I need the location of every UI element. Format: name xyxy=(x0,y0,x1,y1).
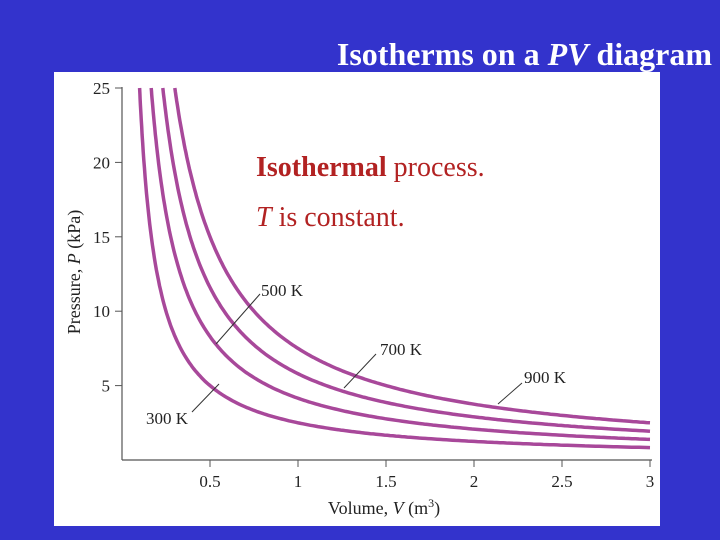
y-tick-label: 15 xyxy=(93,228,110,247)
ticks: 0.5 1 1.5 2 2.5 3 5 10 15 20 25 xyxy=(93,79,654,491)
x-title-close: ) xyxy=(434,498,440,519)
isotherm-curve-500k xyxy=(149,87,651,442)
x-title-variable: V xyxy=(393,498,406,518)
x-axis-title: Volume, V (m3) xyxy=(328,496,440,519)
series-label-300k: 300 K xyxy=(146,409,189,428)
isotherm-curve-700k xyxy=(161,87,651,433)
series-labels: 300 K 500 K 700 K 900 K xyxy=(146,281,567,428)
series-label-900k: 900 K xyxy=(524,368,567,387)
x-tick-label: 1 xyxy=(294,472,303,491)
annotation-line1: Isothermal process. xyxy=(256,152,485,183)
plot-panel: 0.5 1 1.5 2 2.5 3 5 10 15 20 25 300 K 500 K 700 K … xyxy=(54,72,660,526)
curves xyxy=(137,87,651,450)
x-title-prefix: Volume, xyxy=(328,498,393,518)
leader-700k xyxy=(343,353,377,389)
axis-titles: Volume, V (m3) Pressure, P (kPa) xyxy=(64,210,440,519)
label-leaders xyxy=(191,293,523,413)
x-tick-label: 2 xyxy=(470,472,479,491)
y-tick-label: 25 xyxy=(93,79,110,98)
series-label-500k: 500 K xyxy=(261,281,304,300)
title-prefix: Isotherms on a xyxy=(336,36,548,72)
annotation-text: Isothermal process. T is constant. xyxy=(256,152,485,233)
isotherm-curve-900k xyxy=(173,87,651,425)
y-title-unit: (kPa) xyxy=(64,210,85,254)
annotation-is-constant: is constant. xyxy=(279,202,405,233)
x-tick-label: 2.5 xyxy=(551,472,572,491)
annotation-line2: T is constant. xyxy=(256,202,405,233)
y-title-variable: P xyxy=(64,253,84,265)
x-tick-label: 1.5 xyxy=(375,472,396,491)
y-tick-label: 5 xyxy=(102,377,111,396)
isotherm-chart: 0.5 1 1.5 2 2.5 3 5 10 15 20 25 300 K 500 K 700 K … xyxy=(64,79,654,519)
y-title-prefix: Pressure, xyxy=(64,264,84,334)
leader-300k xyxy=(191,383,220,413)
y-tick-label: 10 xyxy=(93,302,110,321)
series-label-700k: 700 K xyxy=(380,340,423,359)
y-tick-label: 20 xyxy=(93,153,110,172)
annotation-isothermal: Isothermal xyxy=(256,152,387,183)
title-suffix: diagram xyxy=(588,36,712,72)
x-tick-label: 0.5 xyxy=(199,472,220,491)
x-tick-label: 3 xyxy=(646,472,655,491)
isotherm-curve-300k xyxy=(137,87,651,450)
x-title-unit: (m xyxy=(404,498,429,519)
x-title-exponent: 3 xyxy=(428,496,434,510)
annotation-t-variable: T xyxy=(256,202,274,233)
annotation-process: process. xyxy=(394,152,485,183)
y-axis-title: Pressure, P (kPa) xyxy=(64,210,85,335)
leader-500k xyxy=(215,293,261,345)
slide-title: Isotherms on a PV diagram xyxy=(0,0,712,72)
title-pv-variable: PV xyxy=(547,36,589,72)
leader-900k xyxy=(497,382,523,405)
